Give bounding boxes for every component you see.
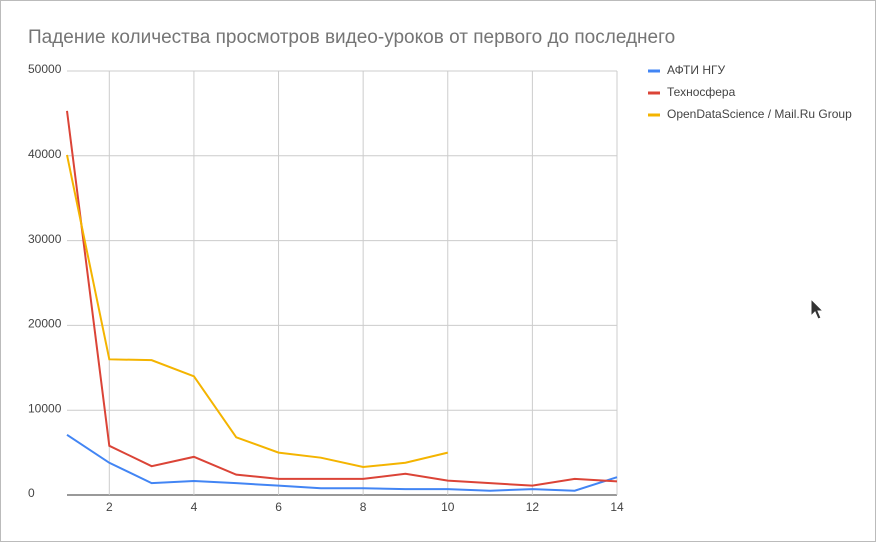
y-tick-label: 30000 [28,232,62,246]
cursor [810,297,825,320]
x-tick-label: 8 [360,500,367,514]
legend-label: Техносфера [667,85,736,99]
legend-label: АФТИ НГУ [667,63,726,77]
x-tick-label: 14 [610,500,624,514]
y-tick-label: 20000 [28,317,62,331]
y-tick-label: 0 [28,486,35,500]
x-tick-label: 2 [106,500,113,514]
chart-title: Падение количества просмотров видео-урок… [28,27,675,48]
x-tick-label: 6 [275,500,282,514]
x-tick-label: 4 [191,500,198,514]
line [66,154,449,469]
line [66,110,618,487]
legend-label: OpenDataScience / Mail.Ru Group [667,107,852,121]
y-tick-label: 50000 [28,62,62,76]
x-tick-label: 12 [526,500,540,514]
y-tick-label: 40000 [28,147,62,161]
line [66,433,618,492]
y-tick-label: 10000 [28,401,62,415]
x-tick-label: 10 [441,500,455,514]
